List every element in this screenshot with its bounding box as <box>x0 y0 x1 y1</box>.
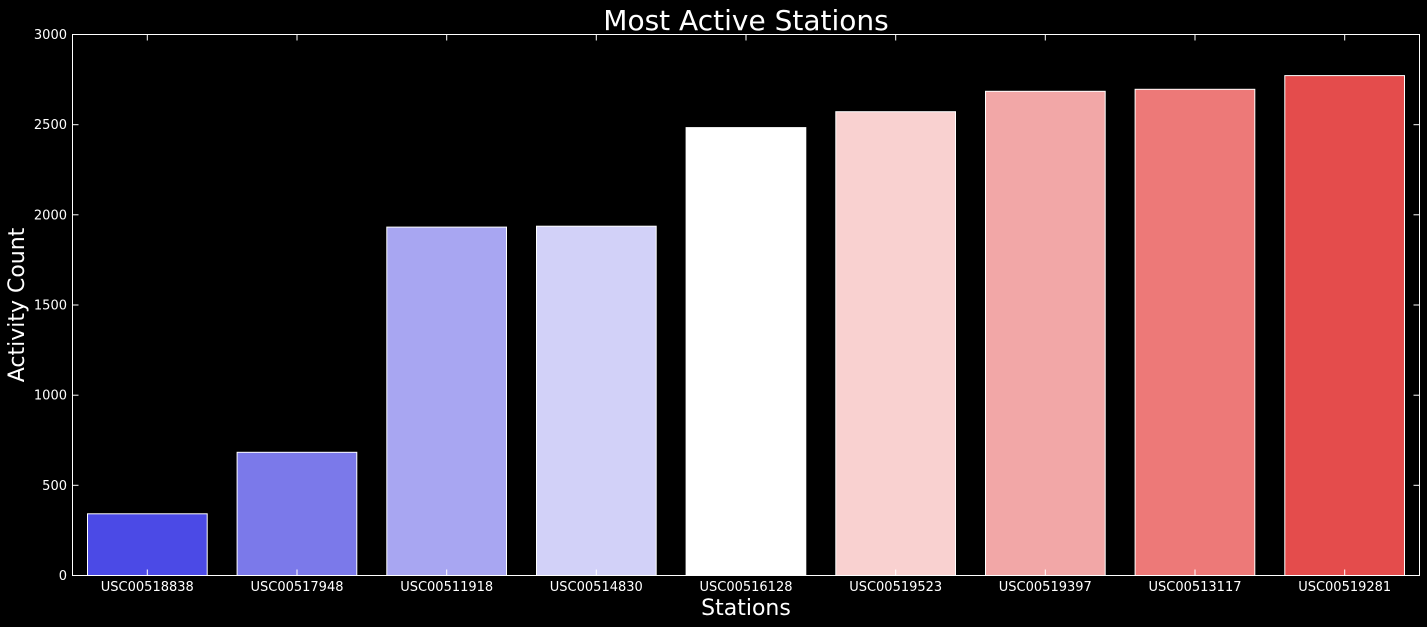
bar-USC00519281 <box>1284 75 1406 576</box>
bar-USC00514830 <box>536 225 657 576</box>
bar-USC00516128 <box>685 127 807 576</box>
bar-USC00519397 <box>985 90 1106 577</box>
y-axis-title: Activity Count <box>5 227 30 382</box>
x-tick-label: USC00519397 <box>999 580 1092 595</box>
x-tick-label: USC00513117 <box>1148 580 1241 595</box>
y-tick-label: 3000 <box>34 28 67 43</box>
x-tick-label: USC00518838 <box>101 580 194 595</box>
bar-USC00517948 <box>236 451 358 576</box>
y-tick-label: 0 <box>59 569 67 584</box>
bar-USC00518838 <box>87 513 208 576</box>
y-tick-label: 500 <box>42 479 67 494</box>
y-tick-label: 2500 <box>34 118 67 133</box>
bar-USC00511918 <box>386 226 507 576</box>
chart-title: Most Active Stations <box>603 4 888 37</box>
y-axis-ticks: 0 500 1000 1500 2000 2500 3000 <box>34 28 1420 584</box>
y-tick-label: 1500 <box>34 299 67 314</box>
x-tick-label: USC00519281 <box>1298 580 1391 595</box>
x-tick-label: USC00519523 <box>849 580 942 595</box>
x-axis-ticks: USC00518838 USC00517948 USC00511918 USC0051… <box>101 34 1391 595</box>
x-tick-label: USC00511918 <box>400 580 493 595</box>
x-tick-label: USC00514830 <box>550 580 643 595</box>
bar-USC00513117 <box>1134 88 1256 577</box>
bars-group <box>87 75 1406 577</box>
x-tick-label: USC00517948 <box>250 580 343 595</box>
bar-USC00519523 <box>835 111 956 576</box>
x-axis-title: Stations <box>701 596 791 621</box>
y-tick-label: 1000 <box>34 389 67 404</box>
plot-frame <box>72 34 1420 576</box>
y-tick-label: 2000 <box>34 208 67 223</box>
x-tick-label: USC00516128 <box>699 580 792 595</box>
